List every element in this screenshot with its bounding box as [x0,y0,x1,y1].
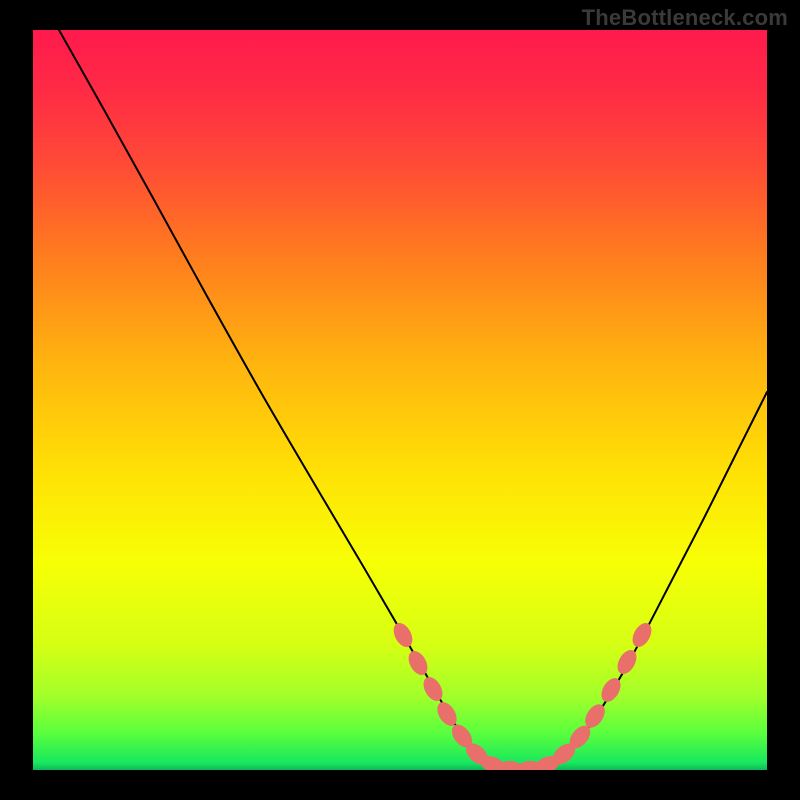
chart-frame: TheBottleneck.com [0,0,800,800]
bottleneck-chart [33,30,767,770]
plot-area [33,30,767,770]
attribution-text: TheBottleneck.com [582,5,788,31]
chart-background [33,30,767,770]
